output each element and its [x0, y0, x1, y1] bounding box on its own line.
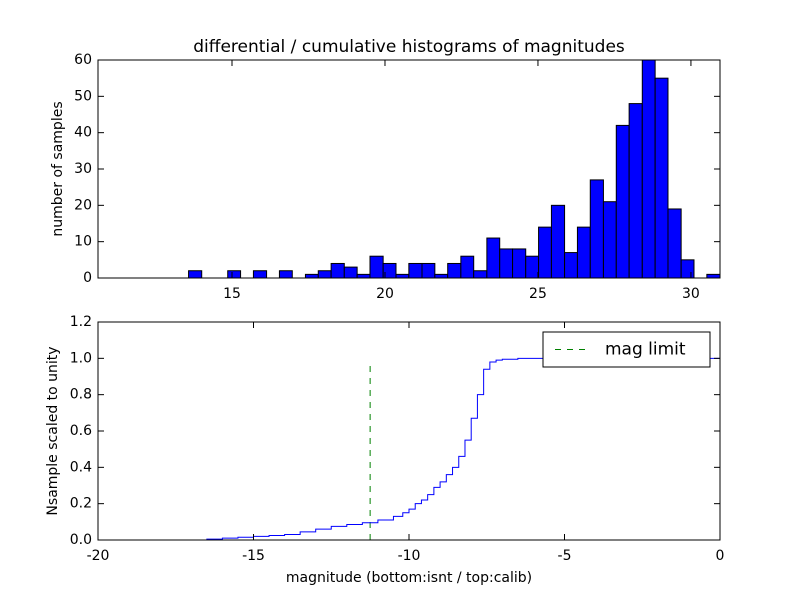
bar	[395, 273, 410, 279]
x-axis-label: magnitude (bottom:isnt / top:calib)	[286, 570, 532, 586]
y-tick-label: 0.4	[70, 459, 92, 475]
bar	[408, 262, 423, 279]
bar	[460, 255, 475, 279]
bar	[499, 248, 514, 279]
bar	[641, 59, 656, 279]
y-tick-label: 1.0	[70, 350, 92, 366]
y-tick-label: 0.0	[70, 532, 92, 548]
y-tick-label: 50	[74, 88, 92, 104]
bar	[343, 266, 358, 279]
bar	[330, 262, 345, 279]
bar	[473, 270, 488, 279]
y-tick-label: 30	[74, 161, 92, 177]
bar	[421, 262, 436, 279]
cumulative-line	[98, 357, 721, 541]
y-tick-label: 0	[83, 270, 92, 286]
bar	[447, 262, 462, 279]
bar	[615, 124, 630, 279]
x-tick-label: 0	[716, 548, 725, 564]
bar	[576, 226, 591, 279]
bar	[369, 255, 384, 279]
bar	[564, 252, 578, 279]
x-tick-label: 30	[682, 286, 700, 302]
bar	[538, 226, 552, 279]
x-tick-label: 15	[223, 286, 241, 302]
bar	[356, 273, 371, 279]
y-tick-label: 0.8	[70, 387, 92, 403]
legend-label: mag limit	[605, 340, 686, 360]
bar	[602, 201, 617, 279]
y-tick-label: 1.2	[70, 314, 92, 330]
y-tick-label: 20	[74, 197, 92, 213]
bar	[706, 273, 721, 279]
bar	[525, 255, 540, 279]
bar	[434, 273, 449, 279]
x-tick-label: -15	[242, 548, 265, 564]
bar	[317, 270, 332, 279]
bar	[589, 179, 604, 279]
bar	[512, 248, 527, 279]
y-tick-label: 0.2	[70, 496, 92, 512]
bar	[628, 103, 643, 279]
bar	[227, 270, 242, 279]
x-tick-label: -10	[398, 548, 421, 564]
y-tick-label: 60	[74, 52, 92, 68]
bar	[304, 273, 319, 279]
bar	[486, 237, 501, 279]
bar	[188, 270, 203, 279]
bar	[667, 208, 682, 279]
chart-title: differential / cumulative histograms of …	[193, 37, 625, 57]
bar	[252, 270, 268, 279]
x-tick-label: -20	[87, 548, 110, 564]
bar	[550, 204, 566, 279]
bar	[680, 259, 695, 279]
y-tick-label: 40	[74, 125, 92, 141]
x-tick-label: 25	[529, 286, 547, 302]
y-axis-label: Nsample scaled to unity	[45, 346, 61, 515]
x-tick-label: 20	[376, 286, 394, 302]
y-tick-label: 10	[74, 234, 92, 250]
x-tick-label: -5	[558, 548, 572, 564]
y-axis-label: number of samples	[50, 101, 66, 236]
bar	[278, 270, 293, 279]
y-tick-label: 0.6	[70, 423, 92, 439]
bar	[654, 77, 669, 279]
